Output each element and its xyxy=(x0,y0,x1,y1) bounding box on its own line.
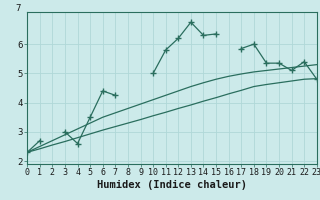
Text: 7: 7 xyxy=(16,4,21,13)
X-axis label: Humidex (Indice chaleur): Humidex (Indice chaleur) xyxy=(97,180,247,190)
